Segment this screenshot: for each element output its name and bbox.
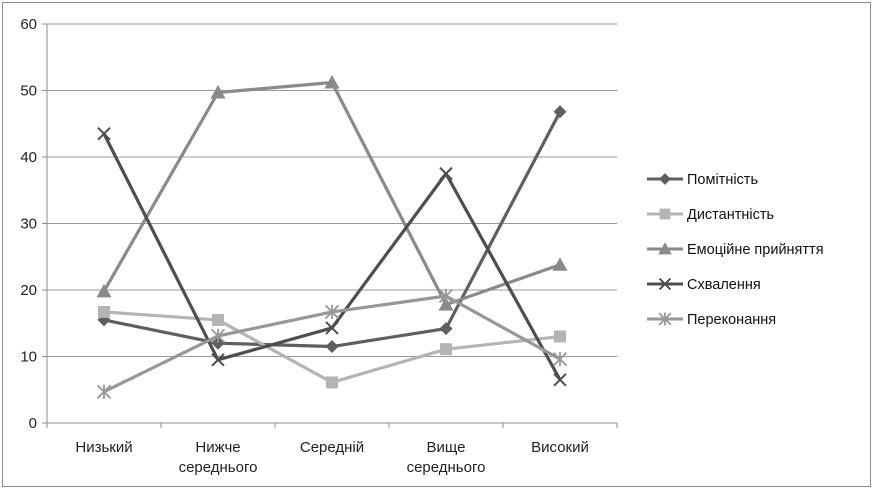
x-tick-label: Нижче середнього [179, 439, 258, 476]
x-tick-labels: Низький Нижче середнього Середній Вище середн… [75, 439, 588, 476]
data-point [553, 105, 567, 119]
data-point [658, 242, 672, 255]
data-point [325, 340, 339, 354]
series-layer [96, 75, 568, 399]
data-point [438, 297, 454, 311]
y-tick-labels: 0 10 20 30 40 50 60 [20, 16, 37, 432]
data-point [324, 304, 340, 320]
series-Схвалення [97, 127, 567, 387]
series-Переконання [96, 288, 568, 399]
legend-label: Переконання [687, 312, 776, 328]
data-point [553, 373, 567, 387]
data-point [210, 328, 226, 344]
series-Дистантність [98, 305, 566, 389]
legend-label: Помітність [687, 172, 758, 188]
data-point [212, 313, 224, 326]
legend-item: Переконання [647, 312, 776, 328]
data-point [325, 321, 339, 335]
data-point [210, 84, 226, 99]
legend-item: Емоційне прийняття [647, 242, 824, 258]
y-tick-label: 0 [29, 415, 37, 432]
data-point [324, 75, 340, 89]
y-tick-label: 50 [20, 83, 37, 100]
data-point [658, 277, 672, 291]
legend-item: Помітність [647, 172, 758, 188]
x-tick-label: Низький [75, 439, 132, 456]
data-point [98, 305, 110, 318]
x-tick-label: Середній [300, 439, 364, 456]
legend-label: Схвалення [687, 277, 761, 293]
data-point [659, 173, 671, 185]
data-point [211, 353, 225, 367]
data-point [439, 322, 453, 336]
legend-item: Дистантність [647, 207, 774, 223]
y-tick-label: 40 [20, 149, 37, 166]
data-point [326, 376, 338, 389]
data-point [96, 384, 112, 399]
data-point [438, 288, 454, 304]
legend-label: Емоційне прийняття [687, 242, 824, 258]
legend-label: Дистантність [687, 207, 774, 223]
data-point [552, 257, 568, 271]
data-point [658, 312, 672, 326]
data-point [659, 208, 671, 220]
legend: Помітність Дистантність Емоційне прийняття… [647, 172, 824, 328]
data-point [97, 127, 111, 141]
y-tick-label: 60 [20, 16, 37, 33]
data-point [96, 283, 112, 298]
series-Емоційне прийняття [96, 75, 568, 311]
data-point [440, 343, 452, 356]
x-tick-label: Високий [531, 439, 589, 456]
data-point [439, 166, 453, 181]
data-point [552, 352, 568, 367]
x-tick-label: Вище середнього [407, 439, 486, 476]
data-point [554, 330, 566, 343]
y-tick-label: 30 [20, 216, 37, 233]
y-tick-label: 10 [20, 349, 37, 366]
axes [42, 23, 618, 428]
legend-item: Схвалення [647, 277, 761, 293]
y-tick-label: 20 [20, 282, 37, 299]
